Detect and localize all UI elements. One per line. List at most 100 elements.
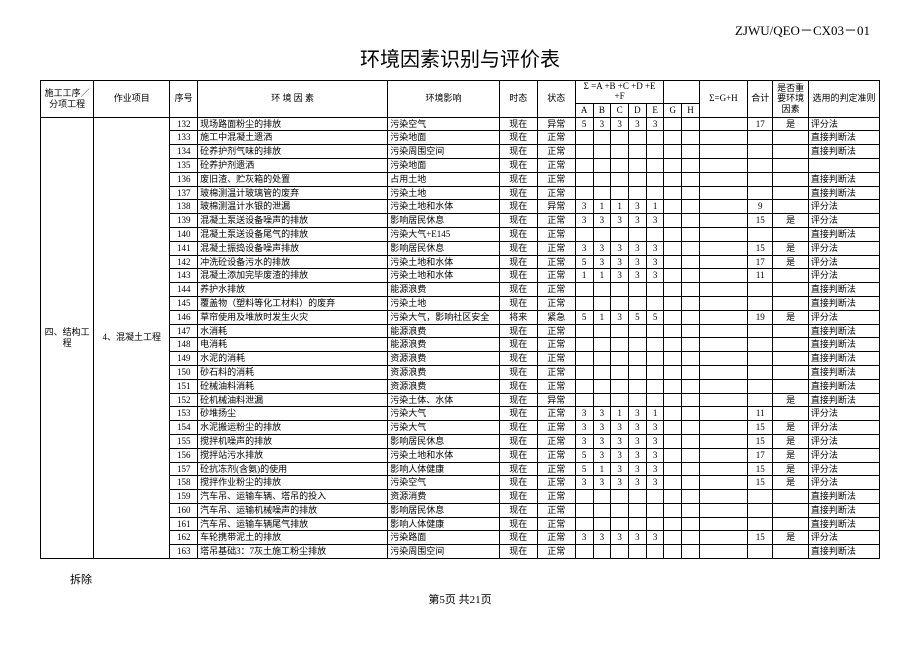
cell-key (773, 490, 808, 504)
cell-G (664, 476, 682, 490)
cell-A: 1 (575, 269, 593, 283)
cell-D: 3 (628, 200, 646, 214)
cell-time: 现在 (499, 421, 537, 435)
cell-factor: 塔吊基础3：7灰土施工粉尘排放 (198, 545, 388, 559)
cell-E (646, 158, 664, 172)
cell-total (748, 490, 773, 504)
cell-total: 19 (748, 310, 773, 324)
cell-total (748, 324, 773, 338)
cell-_sigma2 (699, 186, 747, 200)
cell-C: 3 (611, 214, 629, 228)
cell-factor: 玻棉测温计水银的泄漏 (198, 200, 388, 214)
cell-factor: 覆盖物（塑料等化工材料）的废弃 (198, 296, 388, 310)
cell-impact: 影响居民休息 (388, 241, 500, 255)
cell-seq: 145 (170, 296, 198, 310)
env-table: 施工工序／分项工程 作业项目 序号 环 境 因 素 环境影响 时态 状态 Σ =… (40, 80, 880, 559)
cell-H (682, 255, 700, 269)
cell-factor: 车轮携带泥土的排放 (198, 531, 388, 545)
cell-factor: 砂堆扬尘 (198, 407, 388, 421)
cell-D (628, 352, 646, 366)
cell-D (628, 296, 646, 310)
cell-impact: 污染土地和水体 (388, 269, 500, 283)
cell-time: 现在 (499, 545, 537, 559)
cell-state: 正常 (537, 131, 575, 145)
cell-A: 3 (575, 200, 593, 214)
cell-D (628, 393, 646, 407)
cell-H (682, 145, 700, 159)
cell-E: 3 (646, 531, 664, 545)
cell-G (664, 448, 682, 462)
cell-impact: 污染大气，影响社区安全 (388, 310, 500, 324)
cell-total: 15 (748, 421, 773, 435)
cell-E: 3 (646, 434, 664, 448)
cell-E (646, 517, 664, 531)
cell-E: 3 (646, 462, 664, 476)
cell-H (682, 545, 700, 559)
cell-E (646, 131, 664, 145)
cell-G (664, 172, 682, 186)
cell-impact: 污染土地和水体 (388, 255, 500, 269)
cell-G (664, 517, 682, 531)
cell-D (628, 379, 646, 393)
cell-C: 1 (611, 407, 629, 421)
cell-B: 3 (593, 241, 611, 255)
cell-A (575, 517, 593, 531)
cell-H (682, 448, 700, 462)
cell-D (628, 503, 646, 517)
cell-seq: 139 (170, 214, 198, 228)
cell-C (611, 324, 629, 338)
cell-_sigma2 (699, 296, 747, 310)
cell-H (682, 476, 700, 490)
cell-A: 3 (575, 476, 593, 490)
cell-B: 3 (593, 531, 611, 545)
cell-C (611, 379, 629, 393)
cell-time: 现在 (499, 200, 537, 214)
cell-_sigma2 (699, 490, 747, 504)
cell-G (664, 255, 682, 269)
cell-state: 正常 (537, 352, 575, 366)
cell-state: 正常 (537, 462, 575, 476)
cell-D: 3 (628, 241, 646, 255)
cell-A: 3 (575, 241, 593, 255)
cell-state: 正常 (537, 241, 575, 255)
cell-A (575, 131, 593, 145)
cell-E: 3 (646, 214, 664, 228)
cell-crit: 直接判断法 (808, 393, 879, 407)
cell-_sigma2 (699, 393, 747, 407)
cell-crit: 直接判断法 (808, 503, 879, 517)
cell-impact: 能源浪费 (388, 283, 500, 297)
cell-state: 正常 (537, 338, 575, 352)
cell-state: 正常 (537, 365, 575, 379)
cell-A (575, 352, 593, 366)
cell-E: 1 (646, 200, 664, 214)
cell-C: 3 (611, 421, 629, 435)
th-D: D (628, 103, 646, 117)
cell-A: 5 (575, 117, 593, 131)
cell-crit: 直接判断法 (808, 338, 879, 352)
cell-seq: 134 (170, 145, 198, 159)
cell-E: 5 (646, 310, 664, 324)
cell-impact: 污染路面 (388, 531, 500, 545)
cell-crit: 评分法 (808, 241, 879, 255)
cell-_sigma2 (699, 241, 747, 255)
cell-A (575, 158, 593, 172)
cell-state: 正常 (537, 379, 575, 393)
cell-E (646, 503, 664, 517)
th-blank1 (664, 81, 699, 104)
cell-impact: 影响人体健康 (388, 517, 500, 531)
cell-A: 5 (575, 448, 593, 462)
cell-_sigma2 (699, 503, 747, 517)
cell-G (664, 241, 682, 255)
cell-time: 现在 (499, 145, 537, 159)
cell-H (682, 186, 700, 200)
cell-impact: 污染土地和水体 (388, 448, 500, 462)
cell-A (575, 379, 593, 393)
cell-E (646, 490, 664, 504)
cell-time: 现在 (499, 241, 537, 255)
cell-key: 是 (773, 531, 808, 545)
cell-D (628, 517, 646, 531)
cell-_sigma2 (699, 200, 747, 214)
cell-time: 现在 (499, 462, 537, 476)
cell-A (575, 296, 593, 310)
cell-E (646, 545, 664, 559)
